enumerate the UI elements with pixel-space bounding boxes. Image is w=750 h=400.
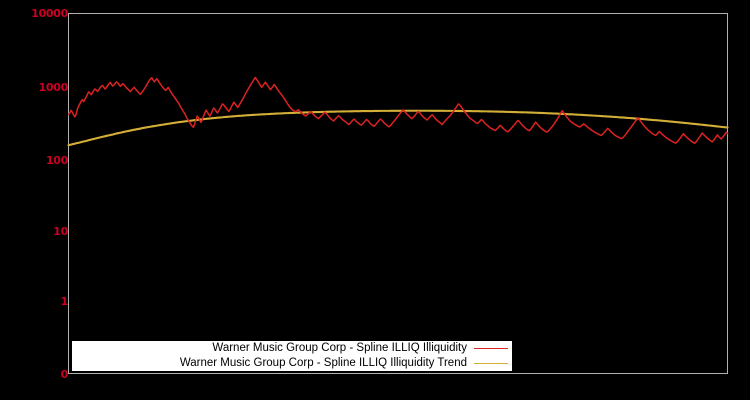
y-axis-tick-10000: 10000 [31, 7, 68, 20]
legend-swatch-illiquidity-trend [474, 363, 508, 364]
legend-entry-illiquidity[interactable]: Warner Music Group Corp - Spline ILLIQ I… [72, 341, 512, 356]
legend-entry-illiquidity-trend[interactable]: Warner Music Group Corp - Spline ILLIQ I… [72, 356, 512, 371]
y-axis-tick-100: 100 [45, 154, 68, 167]
y-axis-tick-1: 1 [60, 295, 69, 308]
y-axis-tick-0: 0 [60, 368, 69, 381]
plot-area [68, 13, 728, 374]
y-axis-tick-1000: 1000 [38, 81, 69, 94]
y-axis-tick-10: 10 [53, 225, 68, 238]
legend-label-illiquidity-trend: Warner Music Group Corp - Spline ILLIQ I… [179, 357, 467, 369]
legend: Warner Music Group Corp - Spline ILLIQ I… [72, 341, 512, 371]
legend-label-illiquidity: Warner Music Group Corp - Spline ILLIQ I… [212, 342, 467, 354]
legend-swatch-illiquidity [474, 348, 508, 349]
